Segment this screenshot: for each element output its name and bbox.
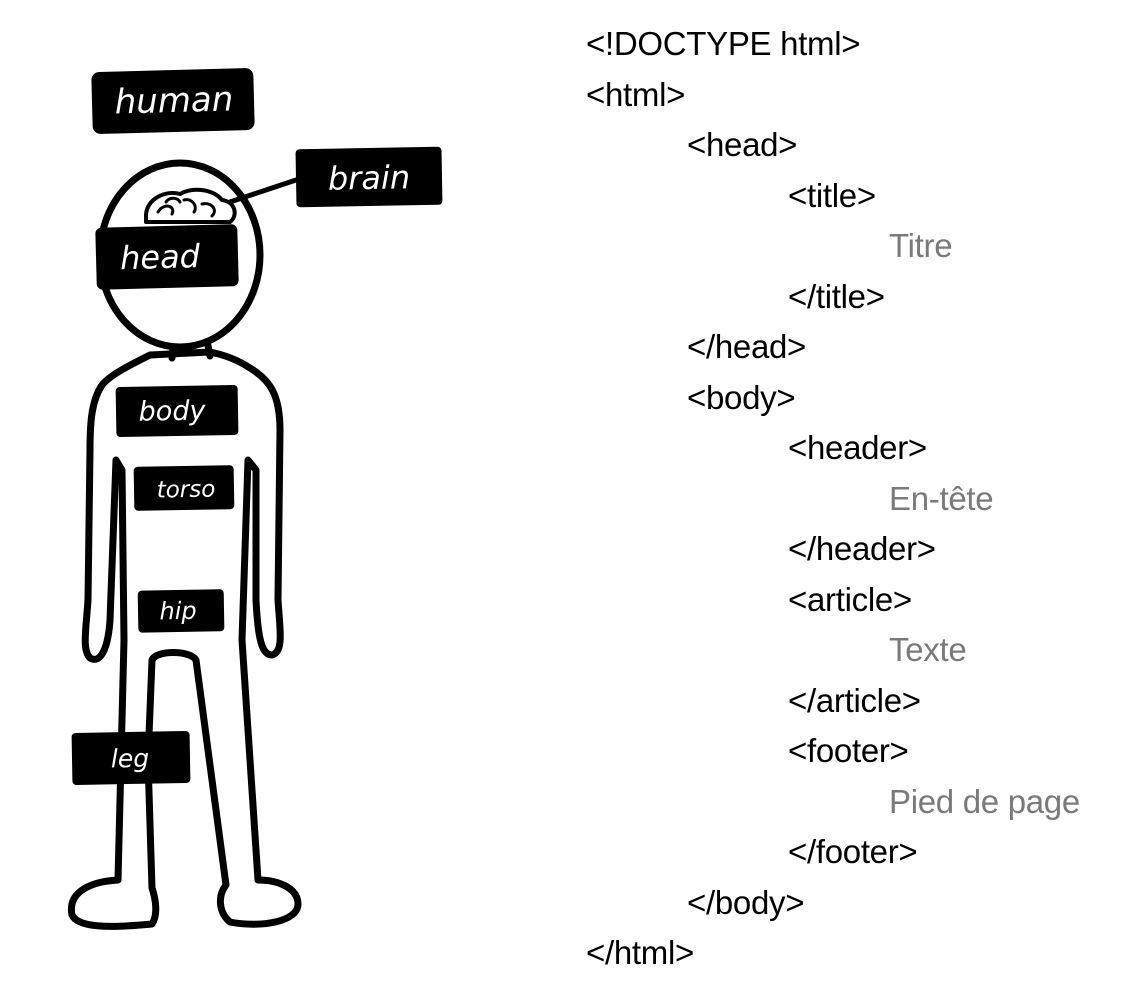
code-content-line: Titre xyxy=(889,227,953,264)
code-tag-line: </head> xyxy=(687,328,807,365)
code-tag-line: </body> xyxy=(687,883,805,921)
label-brain-text: brain xyxy=(328,158,411,197)
label-torso: torso xyxy=(133,465,235,511)
label-leg-text: leg xyxy=(111,744,150,774)
label-human-text: human xyxy=(114,79,234,122)
label-head-text: head xyxy=(120,237,202,277)
code-tag-line: </html> xyxy=(586,934,694,971)
code-tag-line: <header> xyxy=(788,429,927,466)
label-torso-text: torso xyxy=(156,476,215,503)
label-brain: brain xyxy=(295,146,443,208)
human-figure-diagram: human brain head body torso hip leg xyxy=(67,68,443,930)
label-leg: leg xyxy=(71,731,191,785)
label-body: body xyxy=(115,385,239,437)
code-tag-line: <head> xyxy=(687,126,798,163)
code-tag-line: </footer> xyxy=(788,833,918,870)
label-hip: hip xyxy=(137,589,225,633)
code-tag-line: <html> xyxy=(586,75,686,113)
code-tag-line: </header> xyxy=(788,530,936,567)
code-tag-line: <title> xyxy=(788,176,876,214)
label-body-text: body xyxy=(138,395,206,427)
code-tag-line: <article> xyxy=(788,580,912,618)
code-tag-line: <footer> xyxy=(788,732,909,769)
brain-connector-line xyxy=(227,175,305,205)
brain-drawing xyxy=(144,187,237,224)
code-content-line: Pied de page xyxy=(889,782,1080,820)
label-human: human xyxy=(91,68,255,134)
code-content-line: Texte xyxy=(889,631,967,668)
label-hip-text: hip xyxy=(159,597,197,626)
code-tag-line: <body> xyxy=(687,378,796,416)
code-content-line: En-tête xyxy=(889,479,994,517)
code-tag-line: <!DOCTYPE html> xyxy=(586,25,861,62)
label-head: head xyxy=(95,224,239,290)
code-tag-line: </title> xyxy=(788,277,885,315)
code-tag-line: </article> xyxy=(788,681,921,719)
